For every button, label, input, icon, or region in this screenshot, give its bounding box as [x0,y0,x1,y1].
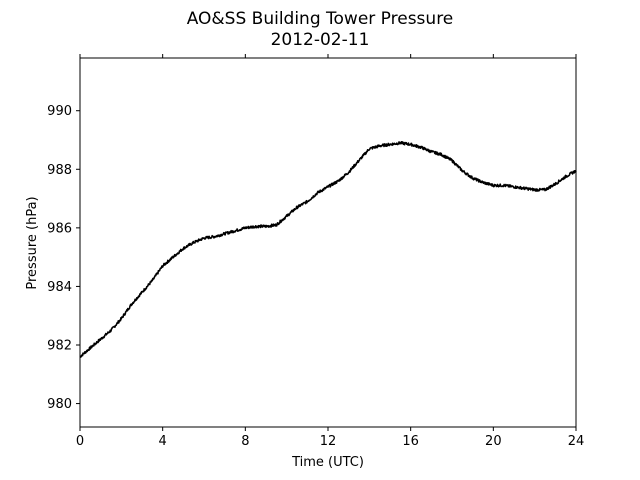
x-tick-label: 24 [568,434,585,449]
y-tick-label: 980 [47,397,72,412]
y-tick-label: 984 [47,280,72,295]
plot-frame [79,57,577,428]
x-tick-label: 4 [159,434,167,449]
chart-title: AO&SS Building Tower Pressure [187,9,454,29]
series-layer [79,141,577,358]
y-tick-label: 990 [47,104,72,119]
x-tick-label: 16 [402,434,419,449]
axis-ticks: 0 4 8 12 16 20 24 980 982 984 986 988 990 [47,54,584,449]
y-tick-label: 986 [47,221,72,236]
chart-subtitle: 2012-02-11 [271,30,370,50]
x-tick-label: 12 [320,434,337,449]
x-tick-label: 8 [241,434,249,449]
pressure-series-line [79,141,577,358]
x-tick-label: 20 [485,434,502,449]
y-tick-label: 988 [47,163,72,178]
x-axis-label: Time (UTC) [291,455,364,470]
y-axis-label: Pressure (hPa) [25,196,40,289]
x-tick-label: 0 [76,434,84,449]
y-tick-label: 982 [47,339,72,354]
